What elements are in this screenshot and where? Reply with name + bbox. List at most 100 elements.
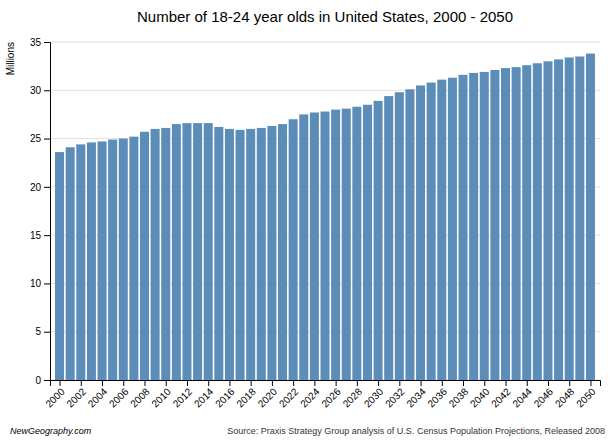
bar bbox=[76, 144, 85, 380]
x-axis: 2000200220042006200820102012201420162018… bbox=[43, 380, 600, 410]
bar bbox=[151, 129, 160, 380]
tick: 2026 bbox=[319, 380, 343, 410]
bar bbox=[352, 107, 361, 380]
tick-label: 2014 bbox=[192, 386, 216, 410]
bar bbox=[98, 141, 107, 380]
tick-mark bbox=[229, 380, 230, 386]
bar bbox=[565, 57, 574, 380]
bar bbox=[55, 152, 64, 380]
tick-mark bbox=[60, 380, 61, 386]
bar bbox=[554, 59, 563, 380]
tick-mark bbox=[81, 380, 82, 386]
y-axis-label: Millions bbox=[5, 42, 16, 75]
tick-mark bbox=[44, 332, 50, 333]
bar bbox=[108, 140, 117, 380]
tick-mark bbox=[484, 380, 485, 386]
tick-label: 2028 bbox=[341, 386, 365, 410]
bar bbox=[182, 123, 191, 380]
bar bbox=[172, 124, 181, 380]
tick: 2032 bbox=[383, 380, 407, 410]
tick-label: 15 bbox=[30, 230, 42, 241]
tick: 30 bbox=[30, 85, 50, 96]
bar bbox=[586, 54, 595, 380]
tick-mark bbox=[527, 380, 528, 386]
bar bbox=[405, 89, 414, 380]
tick-mark bbox=[590, 380, 591, 386]
grid bbox=[50, 42, 600, 380]
bar bbox=[299, 114, 308, 380]
chart: 2000200220042006200820102012201420162018… bbox=[0, 0, 615, 442]
tick: 2004 bbox=[86, 380, 110, 410]
tick-label: 2012 bbox=[171, 386, 195, 410]
tick-mark bbox=[463, 380, 464, 386]
bar bbox=[129, 137, 138, 380]
tick-mark bbox=[44, 380, 50, 381]
bar bbox=[267, 126, 276, 380]
tick: 15 bbox=[30, 230, 50, 241]
bar bbox=[480, 72, 489, 380]
tick-mark bbox=[123, 380, 124, 386]
tick-label: 2010 bbox=[149, 386, 173, 410]
bars bbox=[55, 54, 595, 380]
tick: 2022 bbox=[277, 380, 301, 410]
tick: 2008 bbox=[128, 380, 152, 410]
tick-mark bbox=[208, 380, 209, 386]
bar bbox=[225, 129, 234, 380]
bar bbox=[469, 73, 478, 380]
tick-label: 2036 bbox=[426, 386, 450, 410]
tick-mark bbox=[44, 187, 50, 188]
tick-label: 2024 bbox=[298, 386, 322, 410]
tick-label: 2038 bbox=[447, 386, 471, 410]
footer: Source: Praxis Strategy Group analysis o… bbox=[227, 426, 605, 436]
bar bbox=[140, 132, 149, 380]
bar bbox=[161, 128, 170, 380]
bar bbox=[501, 68, 510, 380]
tick-mark bbox=[378, 380, 379, 386]
tick-mark bbox=[44, 139, 50, 140]
tick-mark bbox=[44, 90, 50, 91]
tick: 2012 bbox=[171, 380, 195, 410]
tick-label: 2048 bbox=[553, 386, 577, 410]
tick-mark bbox=[314, 380, 315, 386]
tick-mark bbox=[506, 380, 507, 386]
tick-label: 2008 bbox=[128, 386, 152, 410]
tick-mark bbox=[187, 380, 188, 386]
bar bbox=[363, 105, 372, 380]
bar bbox=[395, 92, 404, 380]
tick-label: 30 bbox=[30, 85, 42, 96]
tick: 5 bbox=[35, 326, 50, 337]
tick: 0 bbox=[35, 375, 50, 386]
bar bbox=[512, 67, 521, 380]
tick-label: 2020 bbox=[256, 386, 280, 410]
tick-mark bbox=[548, 380, 549, 386]
tick: 2034 bbox=[404, 380, 428, 410]
tick-label: 2032 bbox=[383, 386, 407, 410]
tick: 2002 bbox=[64, 380, 88, 410]
bar bbox=[246, 129, 255, 380]
bar bbox=[289, 119, 298, 380]
bar bbox=[448, 78, 457, 380]
tick-mark bbox=[44, 283, 50, 284]
tick: 2042 bbox=[489, 380, 513, 410]
tick-mark bbox=[293, 380, 294, 386]
tick-label: 2000 bbox=[43, 386, 67, 410]
tick-label: 2040 bbox=[468, 386, 492, 410]
tick-label: 35 bbox=[30, 37, 42, 48]
bar bbox=[193, 123, 202, 380]
tick-label: 2046 bbox=[532, 386, 556, 410]
tick: 2050 bbox=[574, 380, 598, 410]
bar bbox=[543, 61, 552, 380]
bar bbox=[214, 127, 223, 380]
tick: 2018 bbox=[234, 380, 258, 410]
bar bbox=[66, 147, 75, 380]
tick: 2006 bbox=[107, 380, 131, 410]
tick-label: 5 bbox=[35, 326, 41, 337]
tick-mark bbox=[399, 380, 400, 386]
tick-mark bbox=[272, 380, 273, 386]
tick: 20 bbox=[30, 182, 50, 193]
tick-mark bbox=[144, 380, 145, 386]
tick: 2020 bbox=[256, 380, 280, 410]
bar bbox=[342, 109, 351, 380]
bar bbox=[204, 123, 213, 380]
tick-mark bbox=[442, 380, 443, 386]
